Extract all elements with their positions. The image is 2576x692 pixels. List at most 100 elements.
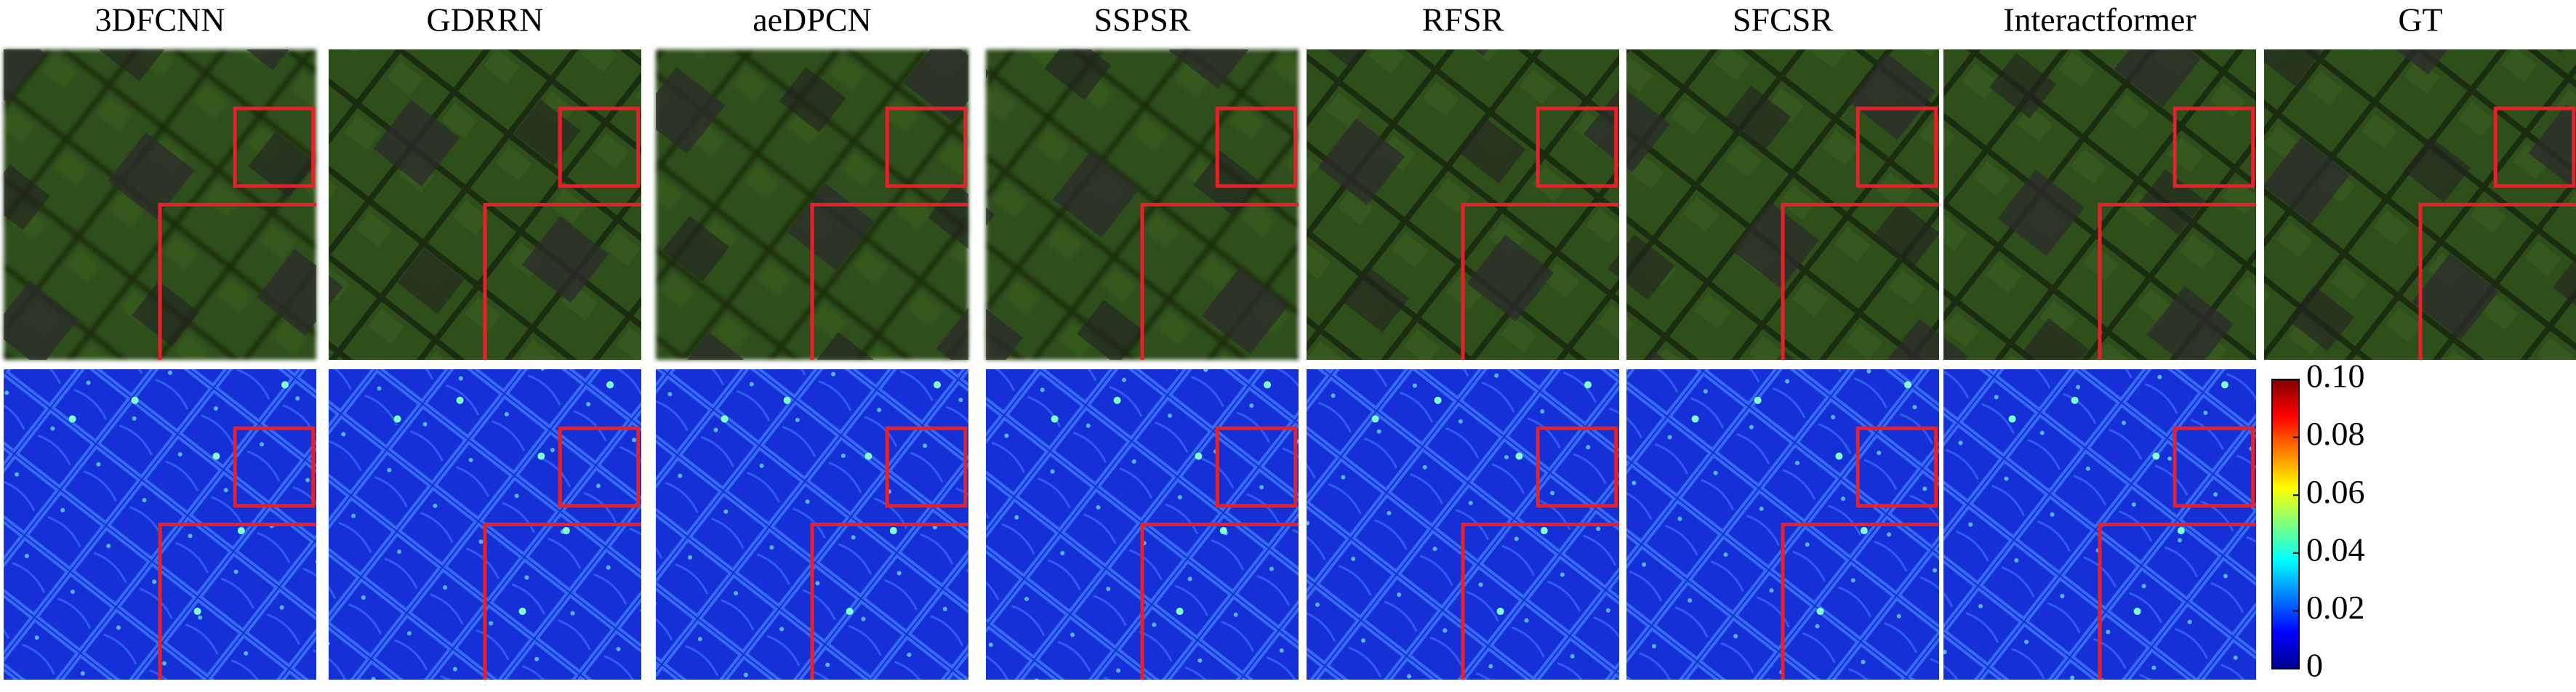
column-title: GDRRN bbox=[426, 1, 543, 39]
column-title: Interactformer bbox=[2003, 1, 2196, 39]
error-hotspot bbox=[393, 415, 401, 423]
zoom-box bbox=[1536, 106, 1618, 188]
error-hotspot bbox=[1371, 415, 1379, 423]
column-title: RFSR bbox=[1422, 1, 1504, 39]
zoom-inset-border bbox=[1781, 523, 1939, 680]
result-image bbox=[656, 49, 968, 360]
colorbar-tick-label: 0.06 bbox=[2306, 473, 2365, 510]
error-hotspot bbox=[1176, 608, 1184, 616]
zoom-inset-border bbox=[2098, 523, 2256, 680]
error-hotspot bbox=[864, 452, 872, 460]
zoom-box bbox=[1855, 426, 1938, 508]
error-hotspot bbox=[131, 396, 139, 404]
zoom-inset-border bbox=[483, 523, 641, 680]
zoom-inset-border bbox=[810, 523, 968, 680]
error-hotspot bbox=[889, 527, 897, 535]
error-hotspot bbox=[456, 396, 464, 404]
error-hotspot bbox=[606, 381, 614, 389]
error-hotspot bbox=[1540, 527, 1548, 535]
zoom-inset-border bbox=[1140, 523, 1299, 680]
column-title: SFCSR bbox=[1733, 1, 1833, 39]
column-title: aeDPCN bbox=[753, 1, 872, 39]
error-hotspot bbox=[1195, 452, 1203, 460]
column-title: 3DFCNN bbox=[95, 1, 225, 39]
error-hotspot bbox=[1691, 415, 1699, 423]
error-hotspot bbox=[1434, 396, 1442, 404]
colorbar-tick-label: 0.02 bbox=[2306, 589, 2365, 626]
error-hotspot bbox=[1904, 381, 1911, 389]
error-map bbox=[329, 369, 641, 680]
error-hotspot bbox=[1264, 381, 1271, 389]
error-hotspot bbox=[1219, 527, 1227, 535]
error-map bbox=[1943, 369, 2256, 680]
error-hotspot bbox=[2071, 396, 2079, 404]
result-image bbox=[4, 49, 316, 360]
error-hotspot bbox=[1515, 452, 1523, 460]
error-hotspot bbox=[1584, 381, 1592, 389]
result-image bbox=[2264, 49, 2576, 360]
zoom-box bbox=[233, 426, 316, 508]
error-map bbox=[4, 369, 316, 680]
zoom-inset-border bbox=[1461, 203, 1619, 360]
zoom-inset-border bbox=[2098, 203, 2256, 360]
zoom-inset-border bbox=[810, 203, 968, 360]
result-image bbox=[1307, 49, 1619, 360]
error-hotspot bbox=[281, 381, 289, 389]
error-hotspot bbox=[212, 452, 220, 460]
error-hotspot bbox=[537, 452, 545, 460]
error-hotspot bbox=[1816, 608, 1824, 616]
error-map bbox=[1307, 369, 1619, 680]
zoom-box bbox=[1536, 426, 1618, 508]
error-hotspot bbox=[2221, 381, 2228, 389]
zoom-box bbox=[2172, 106, 2255, 188]
result-image bbox=[1943, 49, 2256, 360]
zoom-inset-border bbox=[2418, 203, 2576, 360]
error-hotspot bbox=[562, 527, 570, 535]
zoom-inset-border bbox=[158, 523, 316, 680]
error-hotspot bbox=[721, 415, 729, 423]
colorbar-tick-label: 0.08 bbox=[2306, 415, 2365, 452]
zoom-inset-border bbox=[1140, 203, 1299, 360]
error-hotspot bbox=[1051, 415, 1059, 423]
error-hotspot bbox=[1754, 396, 1762, 404]
zoom-box bbox=[233, 106, 316, 188]
error-hotspot bbox=[1835, 452, 1843, 460]
zoom-inset-border bbox=[1461, 523, 1619, 680]
error-hotspot bbox=[846, 608, 854, 616]
error-hotspot bbox=[193, 608, 201, 616]
error-hotspot bbox=[2177, 527, 2185, 535]
colorbar-tick-label: 0.04 bbox=[2306, 531, 2365, 568]
error-hotspot bbox=[2133, 608, 2141, 616]
colorbar bbox=[2271, 379, 2300, 669]
zoom-box bbox=[2172, 426, 2255, 508]
colorbar-tick-label: 0 bbox=[2306, 647, 2323, 684]
error-hotspot bbox=[1496, 608, 1504, 616]
zoom-box bbox=[2493, 106, 2576, 188]
zoom-inset-border bbox=[1781, 203, 1939, 360]
error-map bbox=[1626, 369, 1939, 680]
error-hotspot bbox=[1113, 396, 1121, 404]
zoom-box bbox=[1215, 106, 1298, 188]
zoom-box bbox=[1215, 426, 1298, 508]
result-image bbox=[1626, 49, 1939, 360]
error-map bbox=[986, 369, 1299, 680]
zoom-box bbox=[885, 426, 968, 508]
zoom-box bbox=[558, 426, 641, 508]
column-title: SSPSR bbox=[1094, 1, 1190, 39]
error-hotspot bbox=[518, 608, 526, 616]
error-hotspot bbox=[783, 396, 791, 404]
error-hotspot bbox=[68, 415, 76, 423]
zoom-inset-border bbox=[158, 203, 316, 360]
colorbar-tick-label: 0.10 bbox=[2306, 358, 2365, 395]
error-hotspot bbox=[934, 381, 941, 389]
error-hotspot bbox=[2152, 452, 2160, 460]
result-image bbox=[986, 49, 1299, 360]
error-hotspot bbox=[1860, 527, 1868, 535]
column-title: GT bbox=[2398, 1, 2442, 39]
error-map bbox=[656, 369, 968, 680]
zoom-box bbox=[885, 106, 968, 188]
zoom-box bbox=[558, 106, 641, 188]
error-hotspot bbox=[237, 527, 245, 535]
zoom-inset-border bbox=[483, 203, 641, 360]
